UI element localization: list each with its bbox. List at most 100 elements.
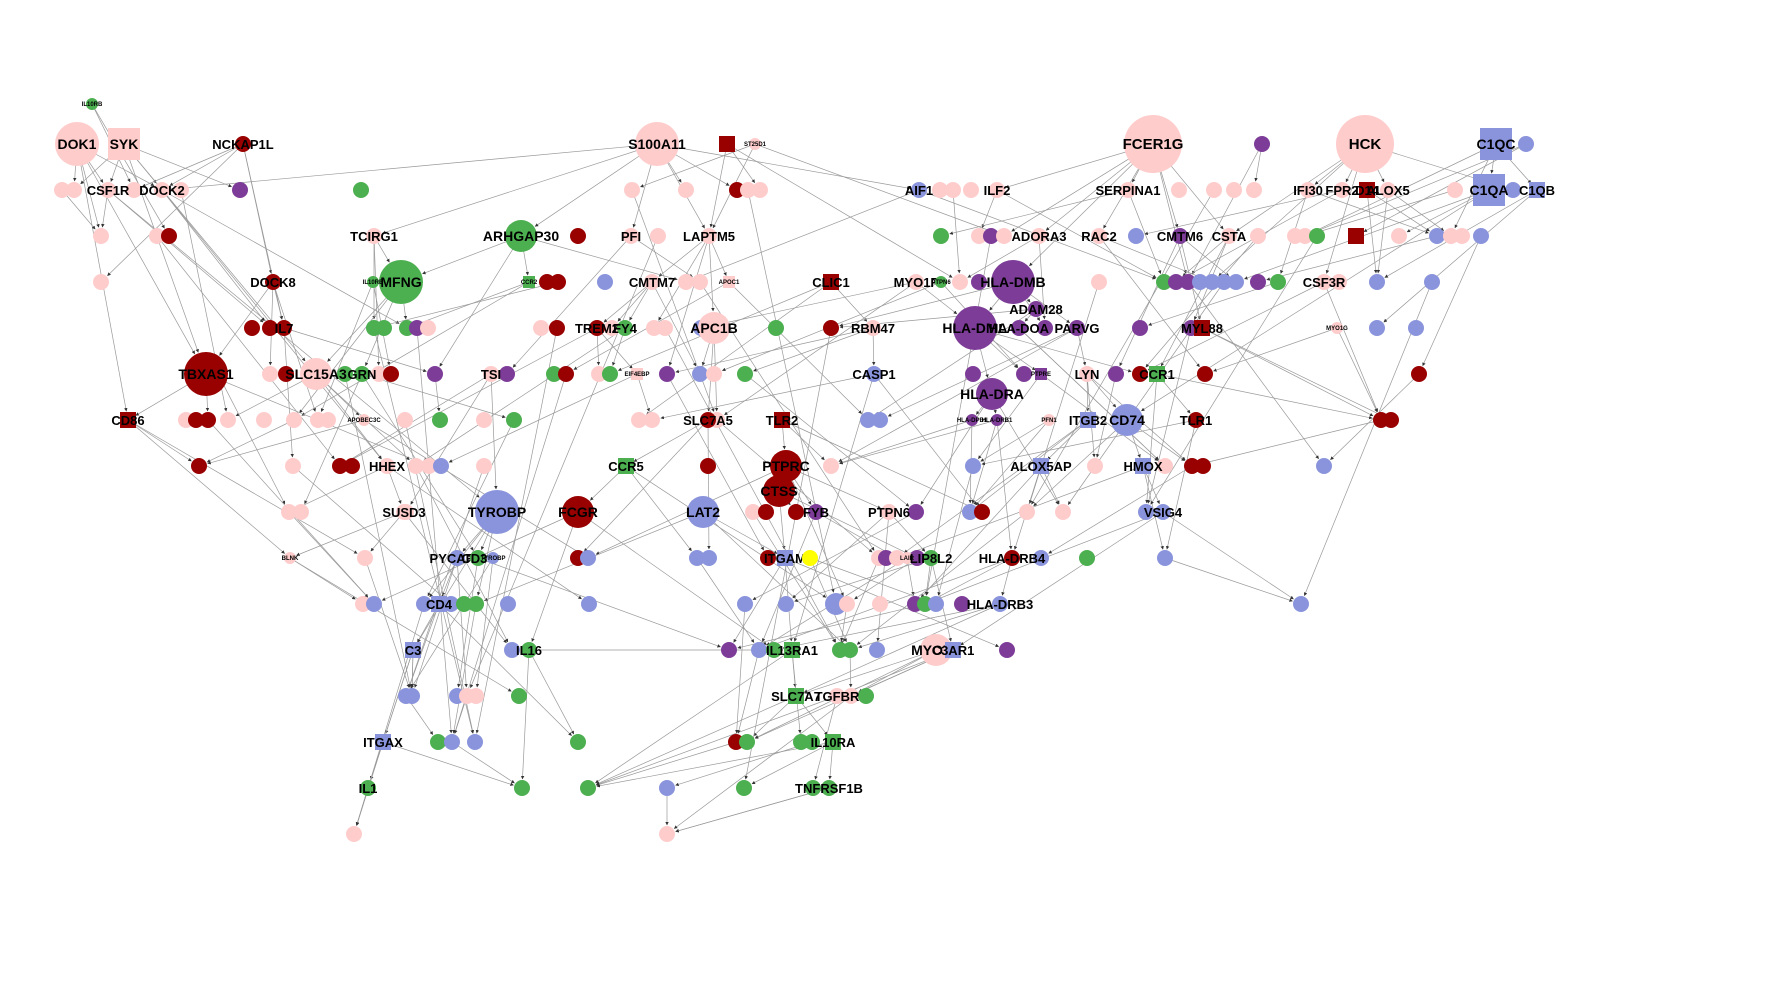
node-shape (623, 228, 639, 244)
network-edge (283, 327, 294, 458)
network-node-unlabeled (1016, 366, 1032, 382)
network-node-unlabeled (66, 182, 82, 198)
network-edge (296, 465, 388, 509)
network-node-unlabeled (1037, 320, 1053, 336)
network-node-unlabeled (353, 182, 369, 198)
network-node-unlabeled (126, 182, 142, 198)
network-edge (91, 103, 165, 229)
network-edge (470, 235, 659, 689)
network-node-unlabeled (500, 596, 516, 612)
node-shape (911, 182, 927, 198)
network-edge (1201, 327, 1374, 417)
network-node-parvg: PARVG (1054, 320, 1100, 336)
network-node-unlabeled (1246, 182, 1262, 198)
network-node-unlabeled (1132, 320, 1148, 336)
network-edge (382, 281, 559, 327)
network-node-lat2: LAT2 (686, 496, 720, 528)
network-edge (904, 419, 1089, 554)
network-edge (724, 281, 917, 416)
node-label: TREM2 (575, 321, 619, 336)
node-shape (1473, 174, 1505, 206)
network-node-unlabeled (256, 412, 272, 428)
network-edge (1366, 189, 1378, 274)
node-label: HLA-DMB (980, 274, 1045, 290)
network-node-unlabeled (646, 320, 662, 336)
node-label: SLC7A7 (771, 689, 821, 704)
network-edge (696, 557, 755, 643)
node-shape (1334, 182, 1350, 198)
network-edge (456, 557, 468, 688)
node-shape (991, 260, 1035, 304)
node-label: CSF1R (87, 183, 130, 198)
network-node-y1 (802, 550, 818, 566)
network-edge (762, 511, 817, 643)
node-shape (908, 274, 924, 290)
network-node-unlabeled (737, 366, 753, 382)
network-node-unlabeled (952, 274, 968, 290)
network-edge (1164, 557, 1293, 602)
network-edge (737, 603, 926, 649)
network-edge (694, 189, 920, 280)
node-shape (635, 122, 679, 166)
network-edge (452, 603, 477, 734)
network-node-unlabeled (1369, 274, 1385, 290)
network-edge (792, 511, 890, 599)
network-node-unlabeled (383, 366, 399, 382)
network-node-unlabeled (999, 642, 1015, 658)
network-node-unlabeled (965, 366, 981, 382)
node-shape (701, 228, 717, 244)
network-edge (161, 189, 265, 322)
network-node-adora3: ADORA3 (1012, 228, 1067, 244)
node-label: CSF3R (1303, 275, 1346, 290)
network-node-unlabeled (1192, 274, 1208, 290)
node-shape (300, 358, 332, 390)
network-edge (843, 557, 880, 643)
network-node-st25d1: ST25D1 (744, 138, 767, 150)
network-node-unlabeled (533, 320, 549, 336)
network-node-unlabeled (1316, 458, 1332, 474)
node-shape (935, 276, 947, 288)
network-node-cmtm7: CMTM7 (629, 274, 675, 290)
network-node-mfng: MFNG (379, 260, 423, 304)
network-node-unlabeled (346, 826, 362, 842)
node-label: CTSS (760, 483, 797, 499)
node-shape (431, 596, 447, 612)
network-node-unlabeled (286, 412, 302, 428)
node-shape (784, 642, 800, 658)
node-shape (108, 128, 140, 160)
node-label: APC1B (690, 320, 737, 336)
network-edge (975, 419, 1050, 506)
network-node-hla-drb4: HLA-DRB4 (979, 550, 1046, 566)
network-edge (839, 419, 998, 465)
network-node-unlabeled (366, 596, 382, 612)
network-edge (839, 281, 1014, 327)
network-edge (728, 281, 862, 414)
network-edge (288, 511, 369, 598)
network-edge (716, 419, 873, 553)
node-label: PARVG (1054, 321, 1099, 336)
network-node-pfi: PFI (621, 228, 641, 244)
node-shape (698, 312, 730, 344)
network-node-unlabeled (337, 366, 353, 382)
network-node-unlabeled (692, 274, 708, 290)
network-node-myo1f: MYO1F (894, 274, 938, 290)
network-node-unlabeled (188, 412, 204, 428)
network-node-unlabeled (1156, 274, 1172, 290)
network-edge (127, 419, 285, 554)
node-label: HMOX (1124, 459, 1163, 474)
network-edge (1312, 143, 1497, 233)
network-node-unlabeled (1033, 550, 1049, 566)
network-node-unlabeled (659, 366, 675, 382)
network-node-unlabeled (602, 366, 618, 382)
network-node-unlabeled (357, 550, 373, 566)
network-node-unlabeled (1424, 274, 1440, 290)
node-label: ADORA3 (1012, 229, 1067, 244)
network-node-nckap1l: NCKAP1L (212, 136, 274, 152)
network-edge (949, 189, 1129, 235)
network-node-unlabeled (427, 366, 443, 382)
network-edge (1145, 373, 1158, 504)
node-label: FY4 (613, 321, 638, 336)
node-shape (1069, 320, 1085, 336)
node-shape (1135, 458, 1151, 474)
node-label: MYL88 (1181, 321, 1223, 336)
